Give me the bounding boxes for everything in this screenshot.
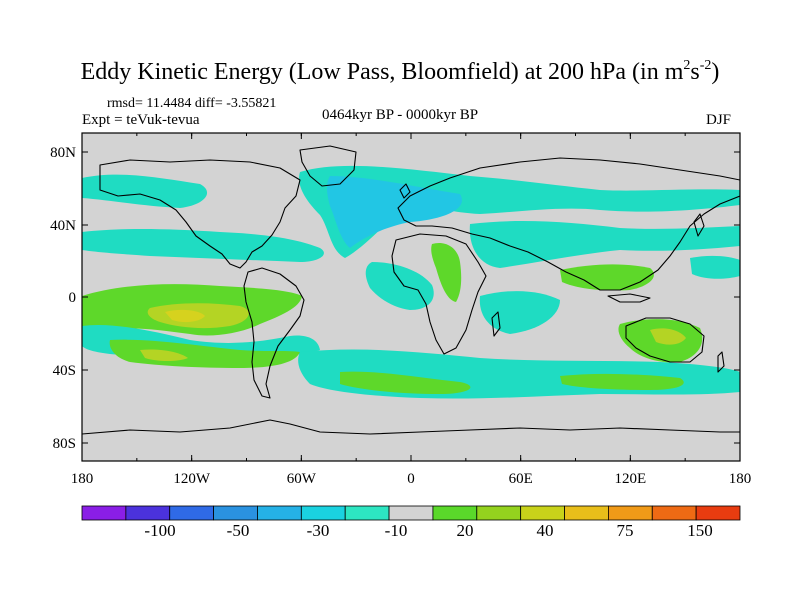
lon-label: 60W [287,471,317,487]
lat-label: 40N [50,218,76,234]
contour-fills [82,165,740,399]
colorbar-swatch [564,505,609,521]
lon-label: 60E [509,471,533,487]
period-label: 0464kyr BP - 0000kyr BP [322,107,479,123]
contour-south-atlantic-green [560,264,654,291]
latitude-labels: 80N 40N 0 40S 80S [50,145,76,452]
colorbar-swatch [213,505,258,521]
lon-label: 180 [71,471,94,487]
season-label: DJF [706,112,732,128]
contour-south-pacific-yg [140,349,188,361]
lon-label: 0 [407,471,415,487]
chart-title: Eddy Kinetic Energy (Low Pass, Bloomfiel… [80,58,720,85]
lat-label: 40S [53,363,76,379]
lon-label: 120E [614,471,646,487]
colorbar-swatch [257,505,302,521]
colorbar-label: -30 [307,521,330,540]
north-america-coast [99,159,301,269]
colorbar-labels: -100 -50 -30 -10 20 40 75 150 [144,521,712,540]
contour-southern-ocean-green2 [560,373,684,390]
colorbar-swatch [520,505,565,521]
lat-label: 0 [69,290,77,306]
longitude-labels: 180 120W 60W 0 60E 120E 180 [71,471,752,487]
australia-coast [625,317,705,363]
japan-coast [693,213,705,237]
colorbar-label: 40 [537,521,554,540]
new-zealand-coast [717,351,725,373]
axis-ticks [81,133,741,461]
contour-australia-core [650,328,686,345]
colorbar [81,505,741,521]
contour-north-america-band [82,229,324,262]
colorbar-swatch [476,505,522,521]
colorbar-label: -10 [385,521,408,540]
south-america-coast [243,267,305,399]
colorbar-swatch [432,505,478,521]
uk-coast [399,183,411,199]
colorbar-swatch [608,505,653,521]
eurasia-coast [397,157,740,291]
colorbar-swatch [125,505,171,521]
colorbar-label: 75 [617,521,634,540]
experiment-label: Expt = teVuk-tevua [82,112,200,128]
map-area [82,133,740,461]
madagascar-coast [491,311,501,337]
colorbar-swatch [300,505,346,521]
colorbar-swatch [81,505,127,521]
indonesia-coast [607,293,651,303]
colorbar-swatch [344,505,390,521]
stats-text: rmsd= 11.4484 diff= -3.55821 [107,96,277,111]
contour-south-pacific-max [165,309,205,323]
contour-north-pacific [82,174,208,208]
contour-atlantic-cyan [327,176,462,248]
colorbar-label: 20 [457,521,474,540]
lon-label: 120W [173,471,211,487]
colorbar-label: 150 [687,521,713,540]
colorbar-swatch [169,505,215,521]
lat-label: 80S [53,436,76,452]
contour-southern-ocean-green [340,371,471,394]
contour-west-pacific-teal [690,255,740,279]
colorbar-label: -50 [227,521,250,540]
colorbar-swatch [388,505,434,521]
lon-label: 180 [729,471,752,487]
coastlines [82,145,740,435]
greenland-coast [299,145,357,187]
lat-label: 80N [50,145,76,161]
contour-north-africa-green [431,242,462,302]
contour-atlantic-teal [365,262,434,310]
colorbar-label: -100 [144,521,175,540]
colorbar-swatch [695,505,741,521]
africa-coast [391,233,487,355]
colorbar-swatch [651,505,697,521]
antarctica-coast [82,419,740,435]
